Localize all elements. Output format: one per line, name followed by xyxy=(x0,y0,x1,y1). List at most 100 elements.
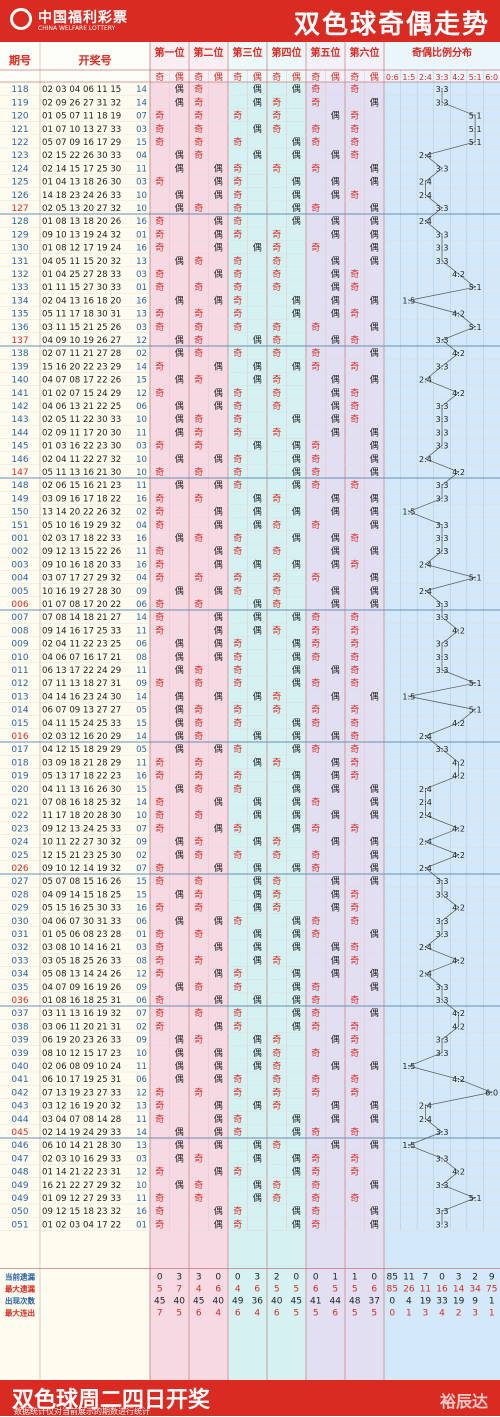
ratio-mark: 4:2 xyxy=(452,851,465,860)
odd-mark: 奇 xyxy=(311,994,320,1006)
numbers-cell: 02 06 08 09 10 24 xyxy=(42,1062,121,1072)
odd-mark: 奇 xyxy=(233,413,242,425)
blue-ball-cell: 10 xyxy=(136,468,147,478)
ratio-subheader: 5:1 xyxy=(469,73,482,82)
odd-mark: 奇 xyxy=(233,981,242,993)
even-mark: 偶 xyxy=(253,598,262,610)
stat-value: 41 xyxy=(310,1296,321,1306)
blue-ball-cell: 03 xyxy=(136,943,147,953)
odd-mark: 奇 xyxy=(194,110,203,122)
period-cell: 027 xyxy=(11,877,28,887)
odd-mark: 奇 xyxy=(350,664,359,676)
numbers-cell: 12 15 21 23 25 30 xyxy=(42,851,121,861)
even-mark: 偶 xyxy=(331,585,340,597)
footer-bar: 双色球周二四日开奖 数据统计仅对当前展示的期数进行统计 裕辰达 xyxy=(0,1380,500,1416)
blue-ball-cell: 01 xyxy=(136,1220,147,1230)
blue-ball-cell: 16 xyxy=(136,904,147,914)
odd-mark: 奇 xyxy=(311,466,320,478)
even-mark: 偶 xyxy=(214,941,223,953)
even-mark: 偶 xyxy=(253,730,262,742)
odd-mark: 奇 xyxy=(350,110,359,122)
numbers-cell: 01 08 13 18 20 26 xyxy=(42,217,121,227)
ratio-subheader: 3:3 xyxy=(436,73,449,82)
even-mark: 偶 xyxy=(331,255,340,267)
even-mark: 偶 xyxy=(175,783,184,795)
odd-mark: 奇 xyxy=(194,902,203,914)
odd-mark: 奇 xyxy=(194,1179,203,1191)
odd-mark: 奇 xyxy=(233,255,242,267)
odd-subheader: 奇 xyxy=(311,71,320,83)
odd-mark: 奇 xyxy=(350,941,359,953)
odd-mark: 奇 xyxy=(350,1126,359,1138)
period-cell: 025 xyxy=(11,851,28,861)
odd-mark: 奇 xyxy=(311,638,320,650)
ratio-mark: 3:3 xyxy=(436,996,449,1005)
odd-mark: 奇 xyxy=(311,162,320,174)
stat-dist-value: 26 xyxy=(403,1284,415,1294)
period-cell: 017 xyxy=(11,745,28,755)
odd-mark: 奇 xyxy=(194,1034,203,1046)
numbers-cell: 03 04 07 08 14 28 xyxy=(42,1115,121,1125)
ratio-subheader: 0:6 xyxy=(386,73,399,82)
even-mark: 偶 xyxy=(370,690,379,702)
even-mark: 偶 xyxy=(292,202,301,214)
numbers-cell: 08 10 12 15 17 23 xyxy=(42,1049,121,1059)
even-mark: 偶 xyxy=(175,202,184,214)
even-mark: 偶 xyxy=(175,374,184,386)
odd-mark: 奇 xyxy=(272,888,281,900)
odd-mark: 奇 xyxy=(350,1086,359,1098)
stat-value: 49 xyxy=(232,1296,244,1306)
numbers-cell: 06 07 09 13 27 27 xyxy=(42,706,121,716)
odd-mark: 奇 xyxy=(350,149,359,161)
even-mark: 偶 xyxy=(370,585,379,597)
even-mark: 偶 xyxy=(370,598,379,610)
even-mark: 偶 xyxy=(331,176,340,188)
odd-mark: 奇 xyxy=(155,941,164,953)
odd-mark: 奇 xyxy=(350,281,359,293)
odd-mark: 奇 xyxy=(311,1020,320,1032)
even-mark: 偶 xyxy=(175,690,184,702)
numbers-cell: 04 14 16 23 24 30 xyxy=(42,692,121,702)
even-mark: 偶 xyxy=(253,492,262,504)
even-mark: 偶 xyxy=(214,624,223,636)
even-mark: 偶 xyxy=(292,638,301,650)
blue-ball-cell: 13 xyxy=(136,257,147,267)
odd-mark: 奇 xyxy=(155,1020,164,1032)
even-mark: 偶 xyxy=(253,756,262,768)
even-subheader: 偶 xyxy=(253,71,262,83)
odd-mark: 奇 xyxy=(311,123,320,135)
even-mark: 偶 xyxy=(253,83,262,95)
numbers-cell: 04 06 07 30 31 33 xyxy=(42,917,121,927)
odd-mark: 奇 xyxy=(272,242,281,254)
period-cell: 118 xyxy=(11,85,28,95)
stat-value: 5 xyxy=(274,1284,280,1294)
even-mark: 偶 xyxy=(292,308,301,320)
period-cell: 128 xyxy=(11,217,28,227)
even-mark: 偶 xyxy=(214,1100,223,1112)
period-cell: 136 xyxy=(11,323,28,333)
odd-mark: 奇 xyxy=(350,743,359,755)
odd-mark: 奇 xyxy=(155,968,164,980)
ratio-mark: 5:1 xyxy=(469,574,482,583)
odd-mark: 奇 xyxy=(311,1152,320,1164)
blue-ball-cell: 11 xyxy=(136,428,147,438)
blue-ball-cell: 06 xyxy=(136,640,147,650)
odd-mark: 奇 xyxy=(272,545,281,557)
numbers-cell: 02 05 11 22 30 33 xyxy=(42,415,121,425)
numbers-cell: 04 05 11 15 20 32 xyxy=(42,257,121,267)
even-mark: 偶 xyxy=(253,360,262,372)
period-cell: 023 xyxy=(11,824,28,834)
odd-mark: 奇 xyxy=(233,743,242,755)
odd-mark: 奇 xyxy=(233,321,242,333)
period-cell: 018 xyxy=(11,758,28,768)
period-cell: 140 xyxy=(11,376,28,386)
stat-dist-value: 11 xyxy=(403,1272,414,1282)
blue-ball-cell: 09 xyxy=(136,1036,147,1046)
period-cell: 150 xyxy=(11,508,28,518)
period-cell: 135 xyxy=(11,310,28,320)
lottery-logo: 中国福利彩票 CHINA WELFARE LOTTERY xyxy=(8,4,178,38)
blue-ball-cell: 01 xyxy=(136,930,147,940)
even-mark: 偶 xyxy=(253,902,262,914)
odd-mark: 奇 xyxy=(311,677,320,689)
even-mark: 偶 xyxy=(331,506,340,518)
